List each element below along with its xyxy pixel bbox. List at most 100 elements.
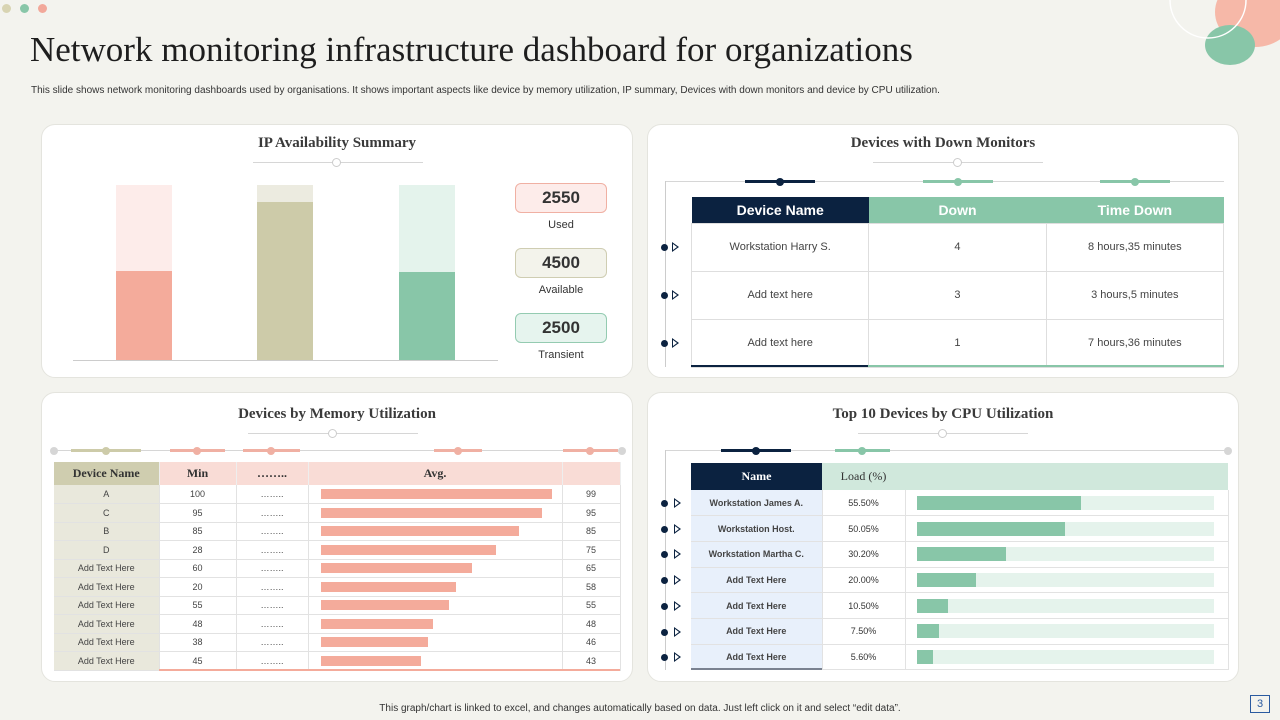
min-cell: 60 [159, 559, 237, 578]
load-bar [916, 495, 1082, 510]
avg-cell: 75 [562, 540, 621, 560]
load-bar [916, 598, 948, 613]
dots-cell: …….. [236, 614, 309, 634]
memory-table: Device Name Min …….. Avg. A 100 …….. 99 … [54, 462, 621, 671]
table-row: C 95 …….. 95 [54, 503, 621, 523]
load-bar [916, 572, 976, 587]
bullet-dot-icon [661, 525, 668, 533]
load-bar [916, 649, 934, 664]
device-name-cell: Add Text Here [54, 577, 160, 597]
avg-cell: 95 [562, 503, 621, 523]
device-name-cell: Workstation Host. [691, 515, 823, 542]
column-header: Time Down [1046, 197, 1224, 223]
column-header [562, 462, 621, 485]
dots-cell: …….. [236, 522, 309, 541]
column-header: …….. [236, 462, 309, 485]
decor-vline [665, 450, 666, 670]
table-row: Workstation Martha C. 30.20% [691, 541, 1229, 568]
page-number: 3 [1250, 695, 1270, 713]
table-cell: Add text here [690, 318, 870, 368]
avg-cell: 46 [562, 633, 621, 652]
bar-available [257, 202, 313, 360]
table-cell: 3 [868, 270, 1047, 320]
table-row: Add text here 1 7 hours,36 minutes [690, 318, 1225, 368]
min-cell: 20 [159, 577, 237, 597]
column-header [905, 463, 1228, 490]
decor-dot [20, 4, 29, 13]
memory-title: Devices by Memory Utilization [238, 406, 436, 422]
decor-line [54, 450, 620, 451]
table-row: Add Text Here 48 …….. 48 [54, 614, 621, 634]
load-bar-track [916, 521, 1214, 536]
play-triangle-icon [672, 338, 679, 348]
corner-decoration [1169, 0, 1280, 65]
load-bar-track [916, 495, 1214, 510]
stat-label: Used [548, 219, 574, 231]
avg-cell: 85 [562, 522, 621, 541]
load-bar [916, 624, 939, 639]
table-cell: 3 hours,5 minutes [1045, 270, 1225, 320]
title-underline-circle [938, 429, 947, 438]
column-header: Name [691, 463, 822, 490]
avg-bar [320, 507, 542, 518]
load-bar [916, 547, 1007, 562]
decor-dot [954, 178, 962, 186]
load-bar-track [916, 572, 1214, 587]
bullet-dot-icon [661, 628, 668, 636]
load-cell: 50.05% [822, 515, 906, 542]
table-row: Add Text Here 10.50% [691, 592, 1229, 619]
avg-bar [320, 655, 421, 666]
device-name-cell: Workstation Martha C. [691, 541, 823, 568]
min-cell: 100 [159, 485, 237, 504]
dots-cell: …….. [236, 540, 309, 560]
table-row: D 28 …….. 75 [54, 540, 621, 560]
decor-dot [1224, 447, 1232, 455]
table-cell: 1 [868, 318, 1047, 368]
dots-cell: …….. [236, 559, 309, 578]
table-row: Workstation Harry S. 4 8 hours,35 minutes [690, 222, 1225, 272]
stat-label: Available [538, 284, 584, 296]
decor-vline [665, 181, 666, 367]
decor-dot [267, 447, 275, 455]
page-subtitle: This slide shows network monitoring dash… [31, 85, 940, 96]
table-row: A 100 …….. 99 [54, 485, 621, 504]
avg-bar [320, 637, 428, 648]
table-row: Add text here 3 3 hours,5 minutes [690, 270, 1225, 320]
min-cell: 38 [159, 633, 237, 652]
load-bar [916, 521, 1066, 536]
column-header: Avg. [308, 462, 563, 485]
stat-value-available: 4500 [515, 248, 607, 278]
load-bar-track [916, 547, 1214, 562]
table-row: B 85 …….. 85 [54, 522, 621, 541]
bullet-dot-icon [661, 602, 668, 610]
device-name-cell: Add Text Here [691, 592, 823, 619]
device-name-cell: Add Text Here [691, 644, 823, 671]
device-name-cell: Add Text Here [54, 596, 160, 615]
decor-dot [586, 447, 594, 455]
decor-line [691, 668, 822, 670]
decor-dot [193, 447, 201, 455]
table-row: Workstation Host. 50.05% [691, 515, 1229, 542]
avg-bar [320, 544, 496, 555]
avg-cell: 55 [562, 596, 621, 615]
bar-used [116, 271, 172, 360]
stat-value-transient: 2500 [515, 313, 607, 343]
avg-bar [320, 600, 449, 611]
decor-line [159, 669, 620, 671]
table-cell: 8 hours,35 minutes [1045, 222, 1225, 272]
device-name-cell: Add Text Here [54, 651, 160, 671]
decor-dot [752, 447, 760, 455]
bullet-dot-icon [661, 340, 668, 347]
avg-cell: 48 [562, 614, 621, 634]
cpu-table: Name Load (%) Workstation James A. 55.50… [691, 463, 1229, 671]
play-triangle-icon [674, 498, 681, 508]
device-name-cell: D [54, 540, 160, 560]
bullet-dot-icon [661, 244, 668, 251]
table-cell: Add text here [690, 270, 870, 320]
table-row: Add Text Here 45 …….. 43 [54, 651, 621, 671]
play-triangle-icon [674, 523, 681, 534]
dots-cell: …….. [236, 503, 309, 523]
avg-bar [320, 526, 519, 537]
dots-cell: …….. [236, 633, 309, 652]
title-underline-circle [328, 429, 337, 438]
